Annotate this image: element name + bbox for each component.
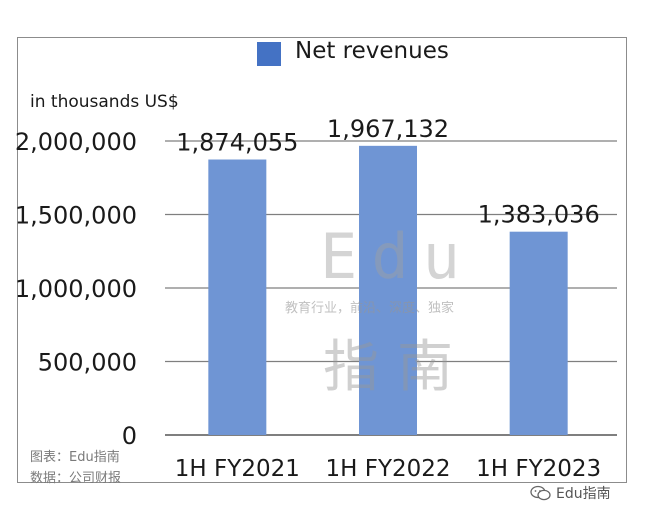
- wechat-account: Edu指南: [530, 483, 611, 503]
- chart-credit: 图表：Edu指南: [30, 450, 120, 465]
- data-label: 1,874,055: [176, 129, 298, 157]
- data-label: 1,967,132: [327, 115, 449, 143]
- y-tick-label: 1,500,000: [15, 202, 137, 230]
- wechat-label: Edu指南: [556, 486, 611, 502]
- x-tick-label: 1H FY2022: [325, 456, 450, 482]
- bar: [509, 231, 568, 435]
- bar: [208, 159, 267, 435]
- x-tick-label: 1H FY2023: [476, 456, 601, 482]
- y-tick-label: 1,000,000: [15, 275, 137, 303]
- data-label: 1,383,036: [478, 201, 600, 229]
- wechat-icon: [530, 485, 551, 501]
- y-tick-label: 2,000,000: [15, 128, 137, 156]
- watermark-tagline: 教育行业，前沿、深度、独家: [285, 301, 455, 316]
- x-tick-label: 1H FY2021: [175, 456, 300, 482]
- data-credit: 数据：公司财报: [30, 471, 122, 486]
- y-tick-label: 500,000: [38, 349, 137, 377]
- watermark-edu: Edu: [320, 220, 474, 293]
- bar: [359, 145, 417, 435]
- y-axis-unit-label: in thousands US$: [30, 92, 179, 112]
- watermark-zhinan: 指南: [323, 335, 471, 400]
- y-tick-label: 0: [122, 422, 137, 450]
- legend-label: Net revenues: [295, 38, 449, 64]
- legend-swatch: [257, 42, 281, 66]
